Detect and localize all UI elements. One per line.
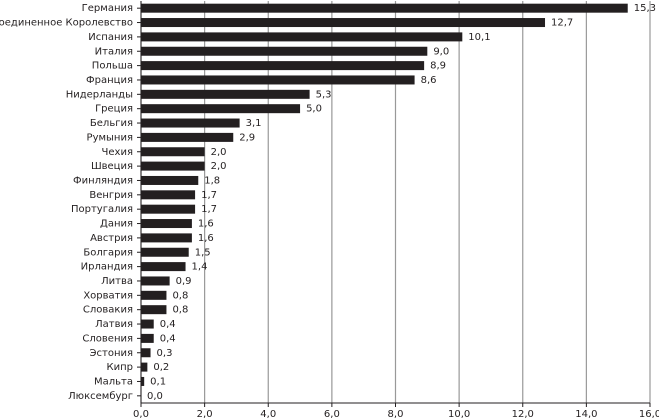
x-tick-label: 4,0 (260, 409, 276, 419)
y-tick-label: Румыния (87, 132, 133, 143)
bar (141, 276, 170, 286)
value-label: 1,6 (198, 233, 214, 244)
value-label: 5,0 (306, 104, 322, 115)
bar (141, 75, 415, 85)
y-tick-label: Чехия (102, 147, 133, 158)
value-label: 1,5 (195, 247, 211, 258)
y-tick-label: Португалия (71, 204, 133, 215)
value-label: 1,7 (201, 204, 217, 215)
x-tick-label: 16,0 (639, 409, 659, 419)
bar (141, 3, 628, 13)
value-label: 0,8 (172, 290, 188, 301)
x-tick-label: 12,0 (512, 409, 534, 419)
x-tick-label: 6,0 (324, 409, 340, 419)
y-tick-label: Люксембург (68, 391, 133, 402)
value-label: 8,9 (430, 61, 446, 72)
bar (141, 376, 145, 386)
value-label: 1,8 (204, 175, 220, 186)
bar (141, 118, 240, 128)
y-tick-label: Франция (86, 75, 133, 86)
value-label: 10,1 (468, 32, 490, 43)
y-tick-label: Болгария (83, 247, 133, 258)
bar (141, 32, 463, 42)
bar (141, 333, 154, 343)
y-tick-label: Литва (101, 276, 133, 287)
bar (141, 204, 196, 214)
y-tick-label: Швеция (91, 161, 133, 172)
bar (141, 290, 167, 300)
y-tick-label: Австрия (90, 233, 133, 244)
value-label: 12,7 (551, 18, 573, 29)
bar (141, 319, 154, 329)
value-label: 9,0 (433, 46, 449, 57)
value-label: 0,2 (153, 362, 169, 373)
y-tick-label: Словения (82, 333, 133, 344)
bar (141, 161, 205, 171)
x-tick-label: 2,0 (197, 409, 213, 419)
value-label: 0,0 (147, 391, 163, 402)
bar (141, 147, 205, 157)
y-tick-label: Италия (95, 46, 133, 57)
value-label: 1,7 (201, 190, 217, 201)
y-tick-label: Словакия (83, 305, 133, 316)
value-label: 0,4 (160, 333, 176, 344)
y-tick-label: Дания (100, 219, 133, 230)
bar (141, 190, 196, 200)
value-label: 0,8 (172, 305, 188, 316)
value-label: 0,9 (176, 276, 192, 287)
y-tick-label: Финляндия (73, 175, 133, 186)
value-label: 0,4 (160, 319, 176, 330)
x-tick-label: 10,0 (448, 409, 470, 419)
value-label: 8,6 (421, 75, 437, 86)
x-tick-label: 8,0 (388, 409, 404, 419)
x-tick-label: 0,0 (133, 409, 149, 419)
y-tick-label: Германия (82, 3, 133, 14)
y-tick-label: Хорватия (83, 290, 133, 301)
y-tick-label: Польша (92, 61, 133, 72)
y-tick-label: Испания (88, 32, 133, 43)
value-label: 2,9 (239, 132, 255, 143)
y-tick-label: Венгрия (89, 190, 133, 201)
bar (141, 219, 192, 229)
value-label: 1,4 (192, 262, 208, 273)
bar (141, 262, 186, 272)
value-label: 3,1 (246, 118, 262, 129)
value-label: 2,0 (211, 147, 227, 158)
y-tick-label: Кипр (107, 362, 133, 373)
bar (141, 18, 546, 28)
bar (141, 89, 310, 99)
y-tick-label: Латвия (95, 319, 133, 330)
y-tick-label: Нидерланды (66, 89, 133, 100)
y-tick-label: Ирландия (81, 262, 133, 273)
value-label: 0,1 (150, 376, 166, 387)
bar (141, 132, 234, 142)
bar (141, 175, 199, 185)
bar (141, 247, 189, 257)
bar (141, 104, 301, 114)
y-tick-label: Соединенное Королевство (0, 18, 133, 29)
value-label: 5,3 (316, 89, 332, 100)
y-tick-label: Эстония (90, 348, 133, 359)
bar (141, 233, 192, 243)
bar (141, 46, 428, 56)
value-label: 1,6 (198, 219, 214, 230)
x-tick-label: 14,0 (575, 409, 597, 419)
bar (141, 305, 167, 315)
bar (141, 348, 151, 358)
value-label: 2,0 (211, 161, 227, 172)
value-label: 15,3 (634, 3, 656, 14)
bar (141, 61, 425, 71)
y-tick-label: Греция (95, 104, 133, 115)
y-tick-label: Бельгия (90, 118, 133, 129)
y-tick-label: Мальта (94, 376, 133, 387)
bar (141, 362, 148, 372)
value-label: 0,3 (157, 348, 173, 359)
